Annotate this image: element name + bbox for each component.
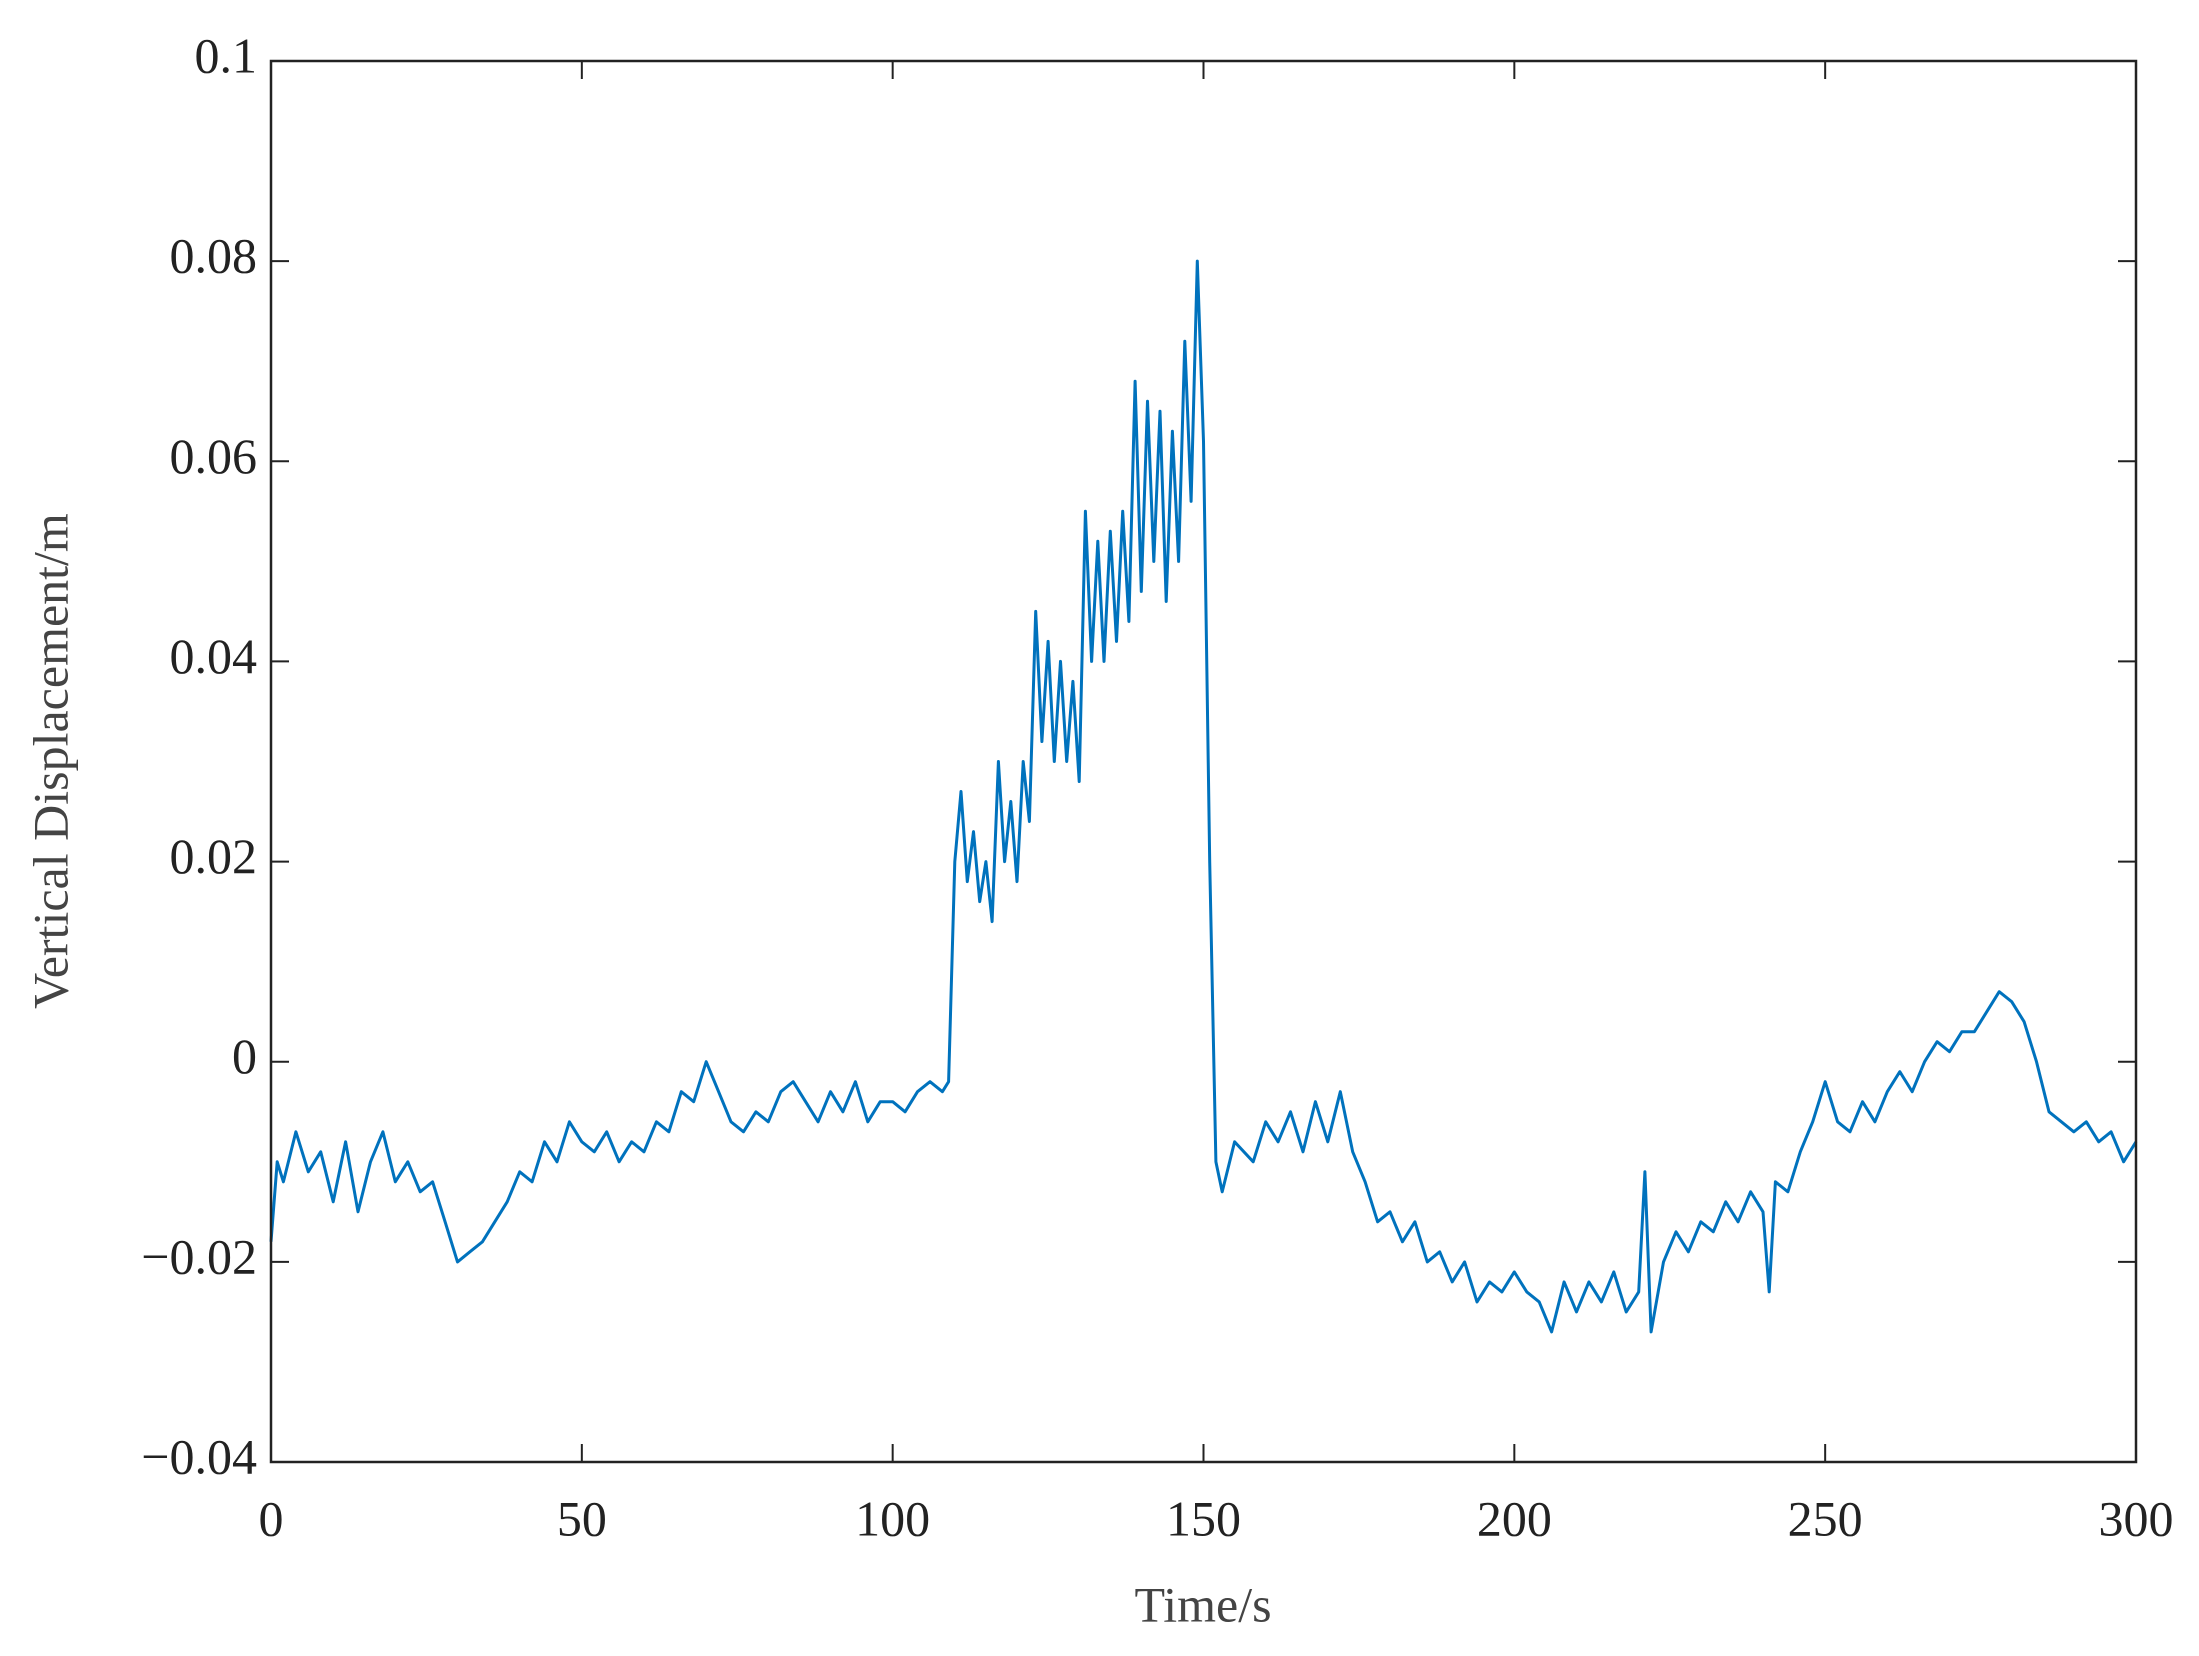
x-tick-label: 150 xyxy=(1166,1490,1241,1546)
y-tick-label: 0 xyxy=(232,1028,257,1084)
y-tick-label: 0.06 xyxy=(170,428,258,484)
y-tick-label: 0.04 xyxy=(170,628,258,684)
plot-frame xyxy=(269,59,2138,1464)
y-axis-label: Vertical Displacement/m xyxy=(22,513,78,1009)
x-tick-label: 0 xyxy=(259,1490,284,1546)
y-tick-label: −0.04 xyxy=(141,1428,257,1484)
x-tick-label: 200 xyxy=(1477,1490,1552,1546)
x-tick-label: 50 xyxy=(557,1490,607,1546)
data-line xyxy=(269,259,2138,1334)
y-tick-label: 0.1 xyxy=(195,27,258,83)
y-tick-label: 0.02 xyxy=(170,828,258,884)
x-tick-label: 300 xyxy=(2099,1490,2174,1546)
x-tick-label: 250 xyxy=(1788,1490,1863,1546)
x-axis-label: Time/s xyxy=(1134,1576,1271,1632)
y-tick-label: 0.08 xyxy=(170,228,258,284)
x-tick-label: 100 xyxy=(855,1490,930,1546)
y-tick-label: −0.02 xyxy=(141,1228,257,1284)
